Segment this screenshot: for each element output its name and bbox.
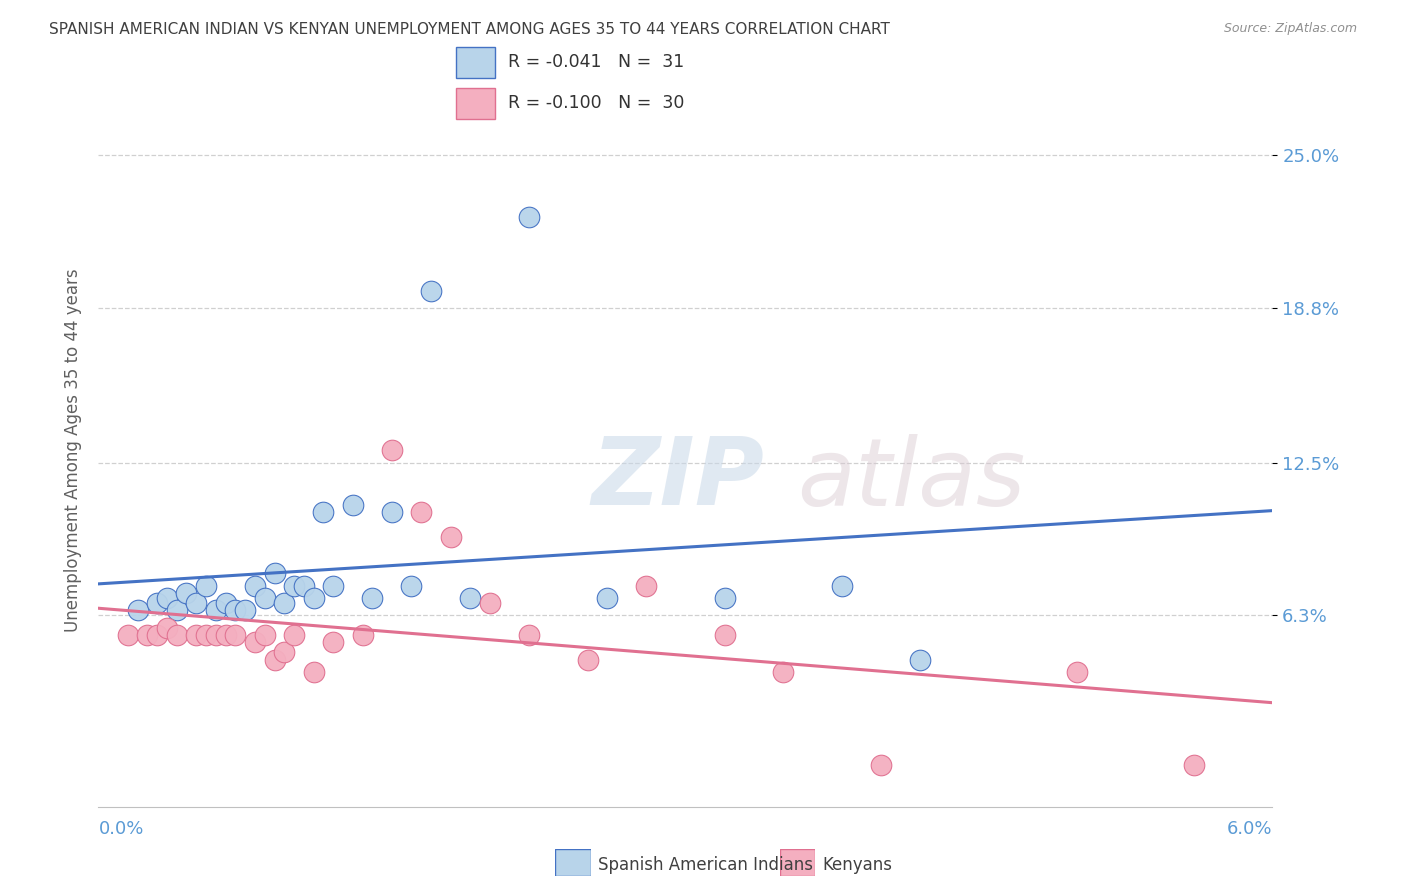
Text: ZIP: ZIP [592, 433, 765, 525]
Point [458, 591, 481, 606]
Point [176, 586, 198, 600]
Text: 6.0%: 6.0% [1227, 820, 1272, 838]
Point [1182, 758, 1205, 772]
Text: 0.0%: 0.0% [98, 820, 143, 838]
Text: atlas: atlas [797, 434, 1025, 524]
Point [576, 652, 599, 666]
Point [263, 652, 285, 666]
Text: R = -0.041   N =  31: R = -0.041 N = 31 [508, 54, 683, 71]
Bar [456, 47, 495, 78]
Point [186, 596, 208, 610]
Point [166, 628, 188, 642]
Point [243, 635, 266, 649]
Point [411, 505, 433, 519]
Point [713, 591, 735, 606]
Point [636, 579, 658, 593]
Point [195, 628, 218, 642]
Point [381, 505, 404, 519]
Point [302, 665, 325, 679]
Point [136, 628, 159, 642]
Point [302, 591, 325, 606]
Point [273, 645, 295, 659]
Point [870, 758, 893, 772]
Point [910, 652, 932, 666]
Point [186, 628, 208, 642]
Point [361, 591, 384, 606]
Point [205, 628, 228, 642]
Text: SPANISH AMERICAN INDIAN VS KENYAN UNEMPLOYMENT AMONG AGES 35 TO 44 YEARS CORRELA: SPANISH AMERICAN INDIAN VS KENYAN UNEMPL… [49, 22, 890, 37]
Point [156, 591, 179, 606]
Point [478, 596, 501, 610]
Point [342, 498, 364, 512]
Bar [456, 88, 495, 119]
Point [283, 628, 305, 642]
Point [117, 628, 139, 642]
Point [146, 628, 169, 642]
Point [224, 603, 246, 617]
Point [352, 628, 374, 642]
Point [713, 628, 735, 642]
Point [322, 635, 344, 649]
Point [263, 566, 285, 581]
Point [253, 591, 276, 606]
Point [322, 579, 344, 593]
Point [831, 579, 853, 593]
Text: Spanish American Indians: Spanish American Indians [598, 856, 813, 874]
Point [517, 210, 540, 224]
Point [596, 591, 619, 606]
Point [517, 628, 540, 642]
Point [166, 603, 188, 617]
Point [156, 621, 179, 635]
Point [243, 579, 266, 593]
Point [312, 505, 335, 519]
Point [772, 665, 794, 679]
Point [420, 284, 443, 298]
Point [224, 628, 246, 642]
Point [214, 596, 236, 610]
Text: Kenyans: Kenyans [823, 856, 893, 874]
Point [205, 603, 228, 617]
Point [439, 530, 461, 544]
Point [292, 579, 315, 593]
Point [273, 596, 295, 610]
Point [253, 628, 276, 642]
Point [283, 579, 305, 593]
Point [127, 603, 149, 617]
Point [214, 628, 236, 642]
Text: Source: ZipAtlas.com: Source: ZipAtlas.com [1223, 22, 1357, 36]
Point [401, 579, 423, 593]
Point [1066, 665, 1088, 679]
Point [233, 603, 256, 617]
Y-axis label: Unemployment Among Ages 35 to 44 years: Unemployment Among Ages 35 to 44 years [63, 268, 82, 632]
Point [146, 596, 169, 610]
Point [195, 579, 218, 593]
Text: R = -0.100   N =  30: R = -0.100 N = 30 [508, 95, 683, 112]
Point [381, 443, 404, 458]
